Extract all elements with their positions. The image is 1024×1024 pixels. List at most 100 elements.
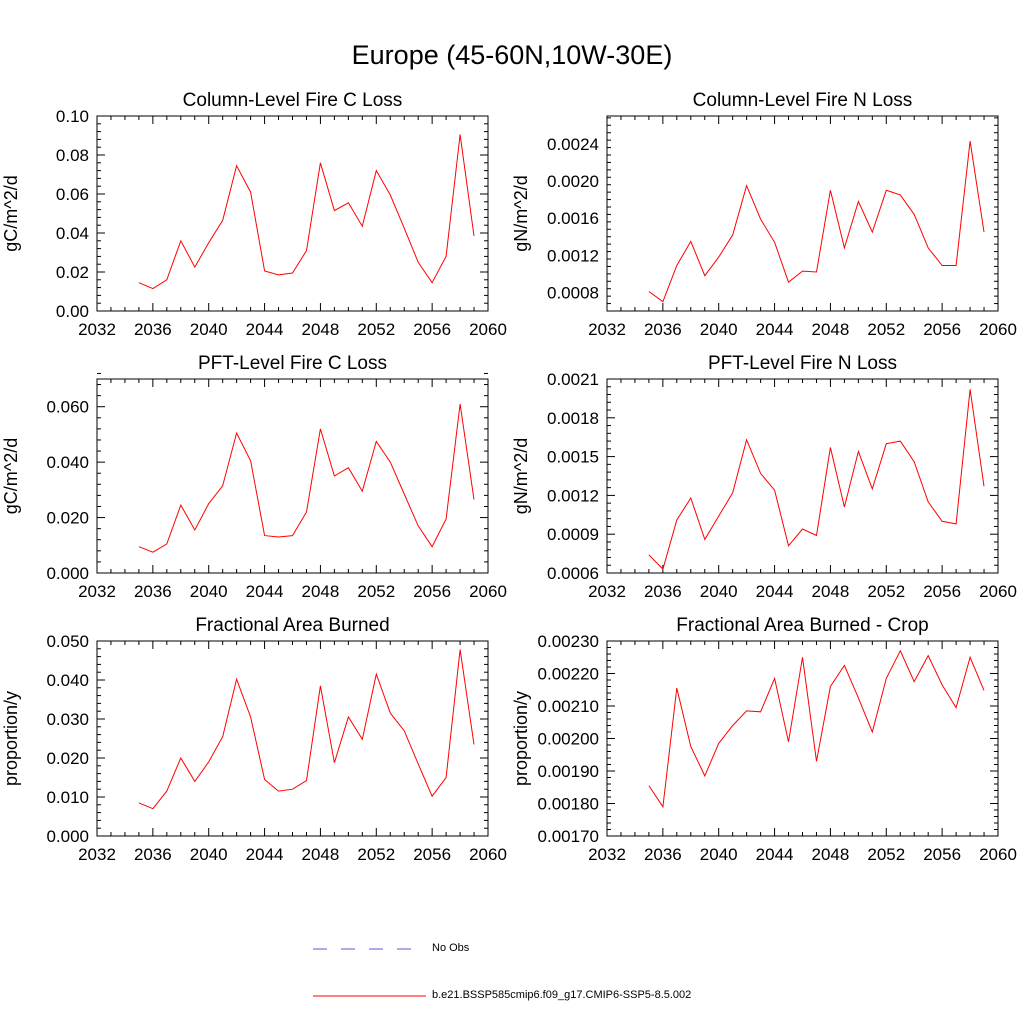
- x-tick-label: 2060: [469, 320, 507, 339]
- x-tick-label: 2044: [246, 320, 284, 339]
- y-tick-label: 0.0008: [547, 283, 599, 302]
- x-tick-label: 2032: [78, 845, 116, 864]
- y-tick-label: 0.02: [56, 263, 89, 282]
- x-tick-label: 2044: [756, 320, 794, 339]
- series-line: [138, 403, 475, 553]
- x-tick-label: 2032: [78, 320, 116, 339]
- y-axis-label: gN/m^2/d: [511, 438, 531, 514]
- x-tick-label: 2048: [302, 320, 340, 339]
- x-tick-label: 2032: [78, 582, 116, 601]
- legend-model-label: b.e21.BSSP585cmip6.f09_g17.CMIP6-SSP5-8.…: [432, 989, 692, 1001]
- x-tick-label: 2036: [644, 320, 682, 339]
- x-tick-label: 2036: [134, 845, 172, 864]
- x-tick-label: 2056: [923, 320, 961, 339]
- y-axis-label: proportion/y: [1, 691, 21, 786]
- y-axis-label: gC/m^2/d: [1, 438, 21, 514]
- y-tick-label: 0.020: [46, 749, 89, 768]
- x-tick-label: 2052: [357, 582, 395, 601]
- y-tick-label: 0.00230: [538, 632, 599, 651]
- series-line: [648, 389, 985, 571]
- y-tick-label: 0.060: [46, 398, 89, 417]
- panel-3: 2032 2036 2040 2044 2048 2052 2056 2060 0.000 0.0…: [1, 353, 507, 601]
- panel-1: 2032 2036 2040 2044 2048 2052 2056 2060 0.00 0.02…: [1, 90, 507, 339]
- x-tick-label: 2056: [413, 320, 451, 339]
- series-line: [648, 649, 985, 809]
- x-tick-label: 2048: [302, 582, 340, 601]
- x-tick-label: 2048: [812, 845, 850, 864]
- y-tick-label: 0.00220: [538, 665, 599, 684]
- x-tick-label: 2060: [979, 582, 1017, 601]
- y-tick-label: 0.050: [46, 632, 89, 651]
- x-tick-label: 2060: [469, 582, 507, 601]
- panel-6: 2032 2036 2040 2044 2048 2052 2056 2060 0.00170 0…: [511, 615, 1017, 864]
- y-tick-label: 0.0009: [547, 525, 599, 544]
- y-tick-label: 0.04: [56, 224, 89, 243]
- x-tick-label: 2056: [413, 845, 451, 864]
- y-tick-label: 0.00180: [538, 795, 599, 814]
- x-tick-label: 2044: [246, 845, 284, 864]
- x-tick-label: 2052: [867, 582, 905, 601]
- x-tick-label: 2040: [700, 845, 738, 864]
- x-tick-label: 2052: [357, 320, 395, 339]
- y-tick-label: 0.0012: [547, 486, 599, 505]
- y-tick-label: 0.00210: [538, 697, 599, 716]
- x-tick-label: 2060: [469, 845, 507, 864]
- x-tick-label: 2048: [302, 845, 340, 864]
- panel-4: 2032 2036 2040 2044 2048 2052 2056 2060 0.0006 0.…: [511, 353, 1017, 601]
- x-tick-label: 2052: [867, 320, 905, 339]
- y-tick-label: 0.0006: [547, 564, 599, 583]
- y-tick-label: 0.00: [56, 302, 89, 321]
- y-tick-label: 0.08: [56, 146, 89, 165]
- x-tick-label: 2032: [588, 582, 626, 601]
- panel-5: 2032 2036 2040 2044 2048 2052 2056 2060 0.000 0.0…: [1, 615, 507, 864]
- y-tick-label: 0.0016: [547, 209, 599, 228]
- y-axis-label: proportion/y: [511, 691, 531, 786]
- y-tick-label: 0.000: [46, 827, 89, 846]
- x-tick-label: 2056: [923, 845, 961, 864]
- y-tick-label: 0.0018: [547, 409, 599, 428]
- y-tick-label: 0.030: [46, 710, 89, 729]
- x-tick-label: 2052: [357, 845, 395, 864]
- x-tick-label: 2048: [812, 582, 850, 601]
- panel-2: 2032 2036 2040 2044 2048 2052 2056 2060 0.0008 0.…: [511, 90, 1017, 339]
- y-tick-label: 0.00200: [538, 730, 599, 749]
- y-tick-label: 0.10: [56, 107, 89, 126]
- panel-title: PFT-Level Fire C Loss: [198, 353, 387, 374]
- series-line: [138, 134, 475, 290]
- panel-title: PFT-Level Fire N Loss: [708, 353, 897, 374]
- x-tick-label: 2044: [756, 845, 794, 864]
- y-axis-label: gN/m^2/d: [511, 175, 531, 251]
- y-tick-label: 0.0021: [547, 370, 599, 389]
- x-tick-label: 2040: [700, 320, 738, 339]
- x-tick-label: 2056: [413, 582, 451, 601]
- y-tick-label: 0.0015: [547, 448, 599, 467]
- x-tick-label: 2040: [190, 845, 228, 864]
- panel-title: Column-Level Fire N Loss: [693, 90, 913, 111]
- figure-title: Europe (45-60N,10W-30E): [351, 40, 673, 70]
- y-tick-label: 0.00190: [538, 762, 599, 781]
- y-tick-label: 0.040: [46, 453, 89, 472]
- y-tick-label: 0.0020: [547, 172, 599, 191]
- y-tick-label: 0.0024: [547, 135, 599, 154]
- x-tick-label: 2036: [134, 582, 172, 601]
- y-tick-label: 0.040: [46, 671, 89, 690]
- x-tick-label: 2052: [867, 845, 905, 864]
- panel-title: Column-Level Fire C Loss: [183, 90, 403, 111]
- x-tick-label: 2040: [190, 582, 228, 601]
- series-line: [648, 141, 985, 303]
- x-tick-label: 2060: [979, 320, 1017, 339]
- legend-obs-label: No Obs: [432, 942, 470, 954]
- x-tick-label: 2048: [812, 320, 850, 339]
- x-tick-label: 2044: [756, 582, 794, 601]
- panel-title: Fractional Area Burned - Crop: [676, 615, 928, 636]
- x-tick-label: 2036: [644, 845, 682, 864]
- x-tick-label: 2036: [644, 582, 682, 601]
- y-tick-label: 0.0012: [547, 246, 599, 265]
- x-tick-label: 2040: [700, 582, 738, 601]
- x-tick-label: 2032: [588, 320, 626, 339]
- series-line: [138, 649, 475, 810]
- y-axis-label: gC/m^2/d: [1, 175, 21, 251]
- x-tick-label: 2044: [246, 582, 284, 601]
